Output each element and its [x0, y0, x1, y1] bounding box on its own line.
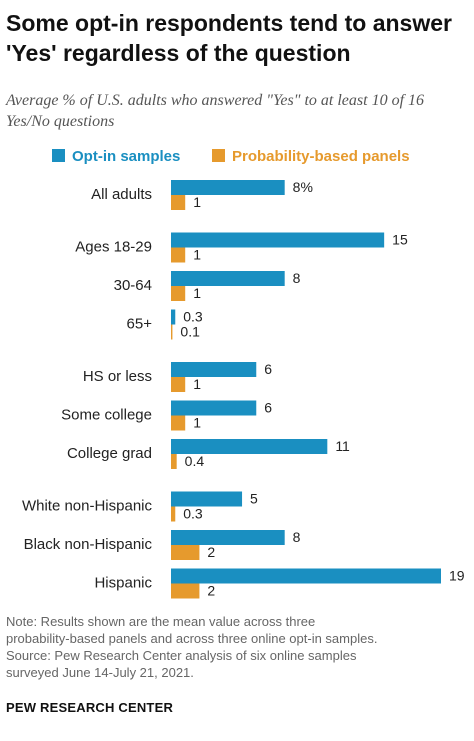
bar-probability-30-64	[171, 286, 186, 301]
data-label-probability-65: 0.1	[180, 324, 200, 340]
data-label-probability-ages-18-29: 1	[193, 247, 201, 263]
data-label-probability-all-adults: 1	[193, 194, 201, 210]
legend-swatch-opt-in	[52, 149, 65, 162]
data-label-opt-in-all-adults: 8%	[293, 179, 313, 195]
legend-item-opt-in: Opt-in samples	[52, 148, 180, 165]
data-label-opt-in-black-non-hispanic: 8	[293, 529, 301, 545]
chart-subtitle: Average % of U.S. adults who answered "Y…	[6, 92, 425, 130]
bar-opt-in-30-64	[171, 271, 285, 286]
bar-opt-in-white-non-hispanic	[171, 491, 243, 507]
category-label-white-non-hispanic: White non-Hispanic	[22, 498, 153, 515]
data-label-probability-some-college: 1	[193, 415, 201, 431]
data-label-opt-in-65: 0.3	[183, 309, 203, 325]
bar-opt-in-college-grad	[171, 439, 328, 454]
legend-label-probability: Probability-based panels	[232, 148, 410, 165]
bar-probability-65	[171, 324, 173, 340]
data-label-probability-30-64: 1	[193, 285, 201, 301]
bar-opt-in-some-college	[171, 400, 257, 416]
bar-probability-white-non-hispanic	[171, 506, 176, 522]
category-label-all-adults: All adults	[91, 186, 152, 203]
note-line: surveyed June 14-July 21, 2021.	[6, 665, 194, 680]
category-label-college-grad: College grad	[67, 445, 152, 462]
category-label-some-college: Some college	[61, 407, 152, 424]
bar-opt-in-ages-18-29	[171, 232, 385, 248]
legend-swatch-probability	[212, 149, 225, 162]
legend-item-probability: Probability-based panels	[212, 148, 410, 165]
data-label-opt-in-30-64: 8	[293, 270, 301, 286]
data-label-probability-hispanic: 2	[207, 583, 215, 599]
bar-probability-ages-18-29	[171, 247, 186, 263]
data-label-opt-in-hs-or-less: 6	[264, 361, 272, 377]
category-label-ages-18-29: Ages 18-29	[75, 239, 152, 256]
bar-probability-all-adults	[171, 195, 186, 210]
chart-title: Some opt-in respondents tend to answer '…	[6, 10, 452, 66]
data-label-probability-hs-or-less: 1	[193, 376, 201, 392]
category-label-30-64: 30-64	[114, 277, 152, 294]
bar-opt-in-all-adults	[171, 180, 285, 195]
chart-note: Note: Results shown are the mean value a…	[6, 613, 466, 681]
bar-opt-in-hs-or-less	[171, 362, 257, 377]
data-label-opt-in-ages-18-29: 15	[392, 232, 408, 248]
data-label-probability-college-grad: 0.4	[185, 453, 205, 469]
category-label-hispanic: Hispanic	[94, 575, 152, 592]
data-label-opt-in-some-college: 6	[264, 400, 272, 416]
bar-opt-in-65	[171, 309, 176, 325]
note-line: Note: Results shown are the mean value a…	[6, 614, 316, 629]
note-line: Source: Pew Research Center analysis of …	[6, 648, 357, 663]
data-label-probability-black-non-hispanic: 2	[207, 544, 215, 560]
bar-opt-in-black-non-hispanic	[171, 530, 285, 545]
data-label-probability-white-non-hispanic: 0.3	[183, 506, 203, 522]
bar-probability-hs-or-less	[171, 377, 186, 392]
data-label-opt-in-white-non-hispanic: 5	[250, 491, 258, 507]
bar-probability-hispanic	[171, 583, 200, 599]
bar-probability-some-college	[171, 415, 186, 431]
bar-opt-in-hispanic	[171, 568, 441, 584]
bar-probability-black-non-hispanic	[171, 545, 200, 560]
data-label-opt-in-college-grad: 11	[335, 438, 350, 454]
note-line: probability-based panels and across thre…	[6, 631, 378, 646]
legend-label-opt-in: Opt-in samples	[72, 148, 181, 165]
brand-logo-text: PEW RESEARCH CENTER	[6, 700, 174, 715]
bar-probability-college-grad	[171, 454, 177, 469]
category-label-hs-or-less: HS or less	[83, 368, 152, 385]
category-label-65: 65+	[127, 316, 153, 333]
category-label-black-non-hispanic: Black non-Hispanic	[24, 536, 153, 553]
data-label-opt-in-hispanic: 19	[449, 568, 465, 584]
